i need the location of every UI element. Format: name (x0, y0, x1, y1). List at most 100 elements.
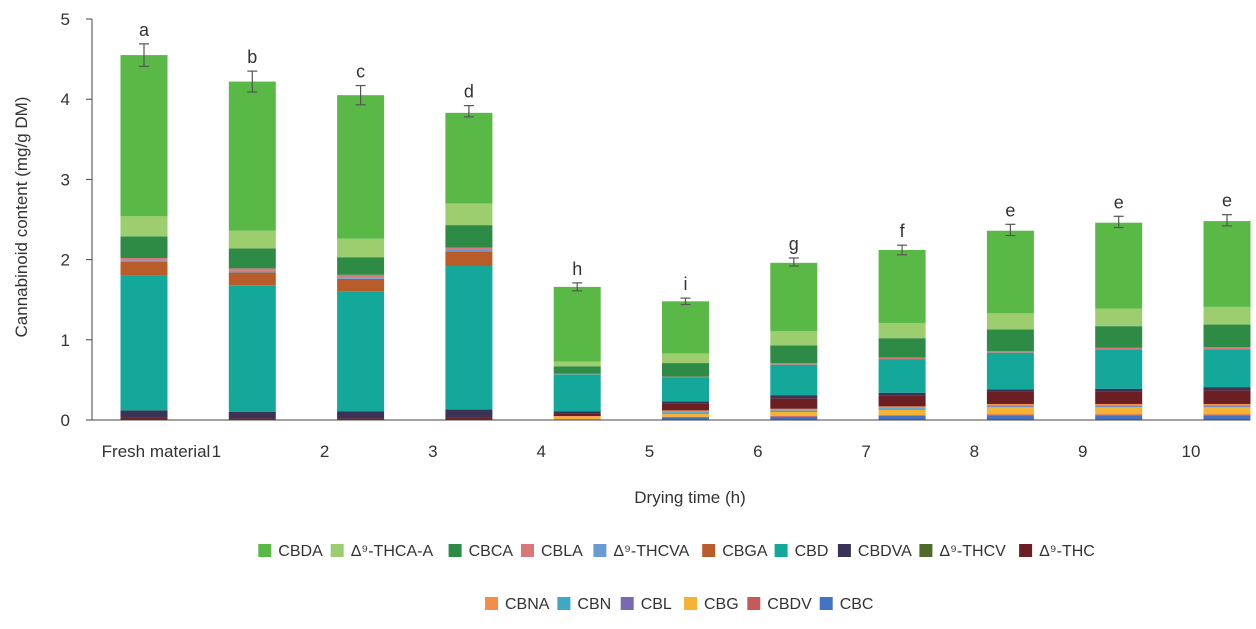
bar-segment-cbda-5 (662, 301, 709, 354)
bar-segment-cbdv-5 (662, 416, 709, 418)
y-tick-label: 4 (61, 90, 70, 109)
bar-segment-cbn-5 (662, 411, 709, 413)
legend-item-thcaa: Δ⁹-THCA-A (330, 543, 433, 560)
bar-segment-cbdva-4 (553, 411, 601, 414)
bar-segment-cbdva-8 (986, 389, 1034, 392)
x-tick-label: 3 (428, 442, 437, 461)
legend-swatch (620, 597, 634, 610)
bar-segment-thcaa-9 (1095, 308, 1143, 327)
x-tick-label: 6 (753, 442, 762, 461)
legend-swatch (819, 597, 833, 610)
bar-segment-cbd-10 (1203, 349, 1251, 388)
bar-segment-cbg-9 (1095, 407, 1143, 415)
legend-item-cbdv: CBDV (747, 596, 812, 613)
significance-letter-1: b (247, 47, 257, 67)
bar-segment-cbca-10 (1203, 324, 1251, 348)
legend-swatch (837, 544, 851, 557)
legend-label: CBDA (278, 543, 323, 560)
labels-layer: a b c d h i g f e e e (139, 20, 1232, 294)
bar-segment-cbd-5 (662, 377, 709, 402)
bar-segment-cbla-8 (986, 351, 1034, 353)
legend-item-cbn: CBN (557, 596, 611, 613)
legend-swatch (330, 544, 344, 557)
bar-segment-cbna-4 (553, 415, 601, 417)
bar-segment-cbca-4 (553, 366, 601, 374)
legend-swatch (258, 544, 272, 557)
bar-segment-thcaa-7 (878, 322, 926, 339)
bar-segment-thcaa-2 (337, 238, 385, 258)
bar-segment-cbdv-8 (986, 414, 1034, 416)
legend-swatch (919, 544, 933, 557)
bar-segment-cbc-8 (986, 415, 1034, 420)
error-bar-5 (680, 297, 691, 306)
error-bar-0 (139, 43, 149, 67)
bar-segment-cbdv-7 (878, 415, 926, 416)
error-bar-10 (1222, 214, 1232, 227)
bar-segment-cbca-8 (986, 329, 1034, 352)
legend-swatch (557, 597, 571, 610)
legend-swatch (747, 597, 761, 610)
bar-segment-cbla-9 (1095, 347, 1143, 350)
legend-label: CBNA (505, 596, 550, 613)
legend-swatch (702, 544, 716, 557)
bar-segment-cbg-8 (986, 407, 1034, 415)
bar-segment-cbdva-9 (1095, 388, 1143, 392)
bar-segment-cbn-7 (878, 407, 926, 409)
bar-segment-cbca-3 (445, 225, 493, 248)
bar-segment-cbdv-10 (1203, 414, 1251, 416)
bar-segment-thc-2 (337, 418, 385, 420)
bar-segment-cbna-6 (770, 408, 818, 411)
bar-segment-cbca-5 (662, 363, 709, 377)
bar-segment-cbna-10 (1203, 403, 1251, 406)
bar-segment-cbca-6 (770, 345, 818, 364)
bar-segment-thc-3 (445, 417, 493, 420)
bar-segment-cbg-4 (553, 416, 601, 420)
legend-label: Δ⁹-THCV (939, 543, 1006, 560)
legend-swatch (521, 544, 534, 557)
bar-segment-thc-0 (120, 417, 168, 420)
legend-label: CBDV (767, 596, 812, 613)
legend-item-cbd: CBD (774, 543, 828, 560)
bar-segment-cbd-7 (878, 359, 926, 393)
bar-segment-cbdva-5 (662, 401, 709, 404)
legend-item-thcva: Δ⁹-THCVA (593, 543, 690, 560)
bar-segment-cbda-7 (878, 249, 926, 323)
bar-segment-cbl-10 (1203, 406, 1251, 408)
bar-segment-cbga-1 (228, 272, 276, 286)
significance-letter-8: e (1005, 200, 1015, 220)
error-bar-8 (1005, 223, 1016, 237)
bar-segment-cbg-5 (662, 413, 709, 417)
legend-swatch (684, 597, 697, 610)
legend-label: CBL (641, 596, 672, 613)
significance-letter-4: h (572, 259, 582, 279)
bar-segment-cbg-6 (770, 411, 818, 416)
bar-segment-thc-1 (228, 418, 276, 420)
significance-letter-6: g (789, 234, 799, 254)
legend-label: CBGA (722, 543, 768, 560)
y-axis-title: Cannabinoid content (mg/g DM) (12, 97, 31, 338)
bar-segment-cbg-10 (1203, 407, 1251, 415)
error-bar-9 (1113, 215, 1124, 229)
bar-segment-thcaa-1 (228, 230, 276, 249)
y-tick-label: 1 (61, 331, 70, 350)
bar-segment-cbna-5 (662, 410, 709, 412)
bar-segment-cbdva-6 (770, 395, 818, 399)
y-tick-label: 2 (61, 251, 70, 270)
legend-item-cbg: CBG (684, 596, 739, 613)
bar-segment-cbdva-2 (337, 411, 385, 419)
bar-segment-cbga-0 (120, 262, 168, 276)
bar-segment-thc-9 (1095, 391, 1143, 404)
bar-segment-thcva-2 (337, 277, 385, 279)
legend-item-cbga: CBGA (702, 543, 768, 560)
legend-swatch (593, 544, 607, 557)
legend-item-thcv: Δ⁹-THCV (919, 543, 1006, 560)
bar-segment-cbla-2 (337, 274, 385, 278)
bar-segment-cbda-0 (120, 55, 168, 217)
bar-segment-cbn-10 (1203, 405, 1251, 407)
x-tick-label: 7 (861, 442, 870, 461)
x-tick-label: 1 (212, 442, 221, 461)
bar-segment-thcaa-4 (553, 361, 601, 367)
bar-segment-cbda-9 (1095, 222, 1143, 309)
bar-segment-thcaa-6 (770, 330, 818, 346)
